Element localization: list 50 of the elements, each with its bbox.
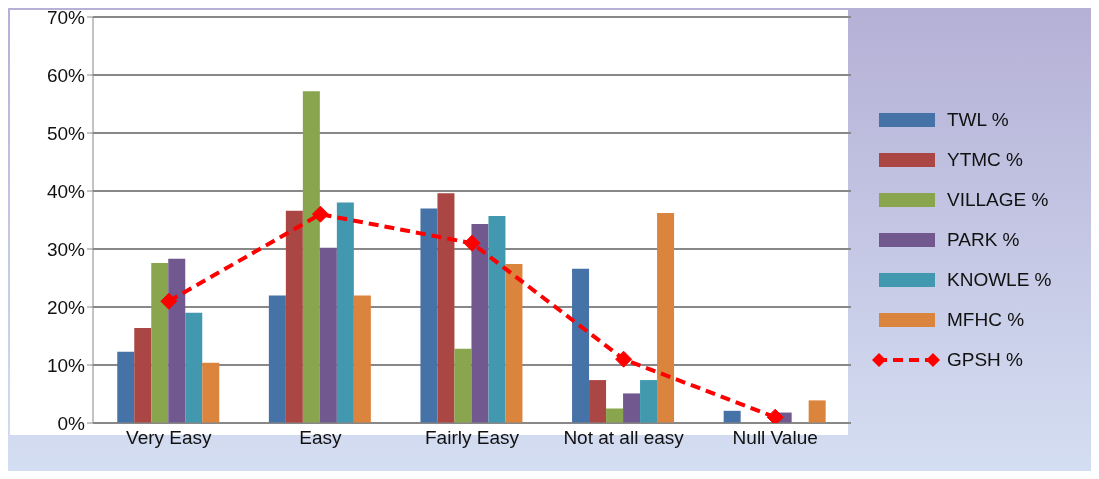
x-tick-label: Fairly Easy [425,427,520,449]
point [160,292,178,310]
point [766,408,784,423]
point [311,205,329,223]
bar [268,295,286,423]
bar [437,193,455,423]
legend-label: PARK % [947,228,1020,251]
bar [134,327,152,423]
point [615,350,633,368]
bar [488,215,506,423]
x-tick-label: Easy [299,427,343,449]
bar [353,295,371,423]
bar [623,393,641,423]
legend-label: KNOWLE % [947,268,1052,291]
bar [572,268,590,423]
bar [589,380,607,423]
y-tick-label: 40% [46,180,86,202]
bar [302,91,320,423]
bar [471,224,489,423]
bar [285,210,303,423]
bar [319,247,337,423]
y-tick-label: 20% [46,296,86,318]
bar [202,362,220,423]
legend-label: YTMC % [947,148,1023,171]
y-tick-label: 60% [46,64,86,86]
bar [657,213,675,423]
bar [336,202,354,423]
bar [185,312,203,423]
legend-label: VILLAGE % [947,188,1049,211]
bar [505,264,523,423]
bar [454,348,472,423]
y-tick-label: 70% [46,6,86,28]
bar [420,208,438,423]
y-tick-label: 0% [57,412,86,434]
x-tick-label: Null Value [732,427,818,449]
bar [808,400,826,423]
y-tick-label: 30% [46,238,86,260]
y-tick-label: 10% [46,354,86,376]
legend-label: MFHC % [947,308,1025,331]
bar [723,410,741,423]
point [463,234,481,252]
bar [168,258,186,423]
x-tick-label: Very Easy [126,427,213,449]
bar [151,262,169,423]
legend-label: TWL % [947,108,1009,131]
y-tick-label: 50% [46,122,86,144]
x-tick-label: Not at all easy [563,427,685,449]
bar [117,351,135,423]
bar [640,380,658,423]
legend-label: GPSH % [947,348,1024,371]
